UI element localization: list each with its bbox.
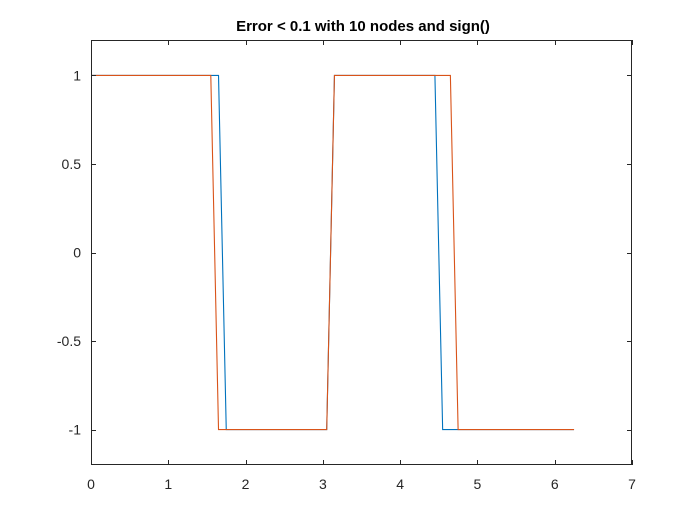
y-tick-label: 0 [73, 245, 81, 261]
plot-area [91, 40, 632, 465]
plot-frame [91, 40, 632, 465]
series-layer [91, 74, 575, 431]
y-tick-label: -1 [69, 422, 82, 438]
chart-title: Error < 0.1 with 10 nodes and sign() [236, 18, 490, 35]
x-tick-label: 3 [319, 476, 327, 492]
x-tick-label: 4 [396, 476, 404, 492]
series-line-2 [91, 74, 575, 431]
x-tick-label: 7 [628, 476, 636, 492]
y-tick-label: 0.5 [62, 156, 82, 172]
x-tick-label: 1 [164, 476, 172, 492]
x-tick-label: 5 [474, 476, 482, 492]
y-tick-label: 1 [73, 67, 81, 83]
y-tick-label: -0.5 [57, 333, 81, 349]
x-tick-label: 0 [87, 476, 95, 492]
x-tick-label: 6 [551, 476, 559, 492]
x-tick-label: 2 [242, 476, 250, 492]
